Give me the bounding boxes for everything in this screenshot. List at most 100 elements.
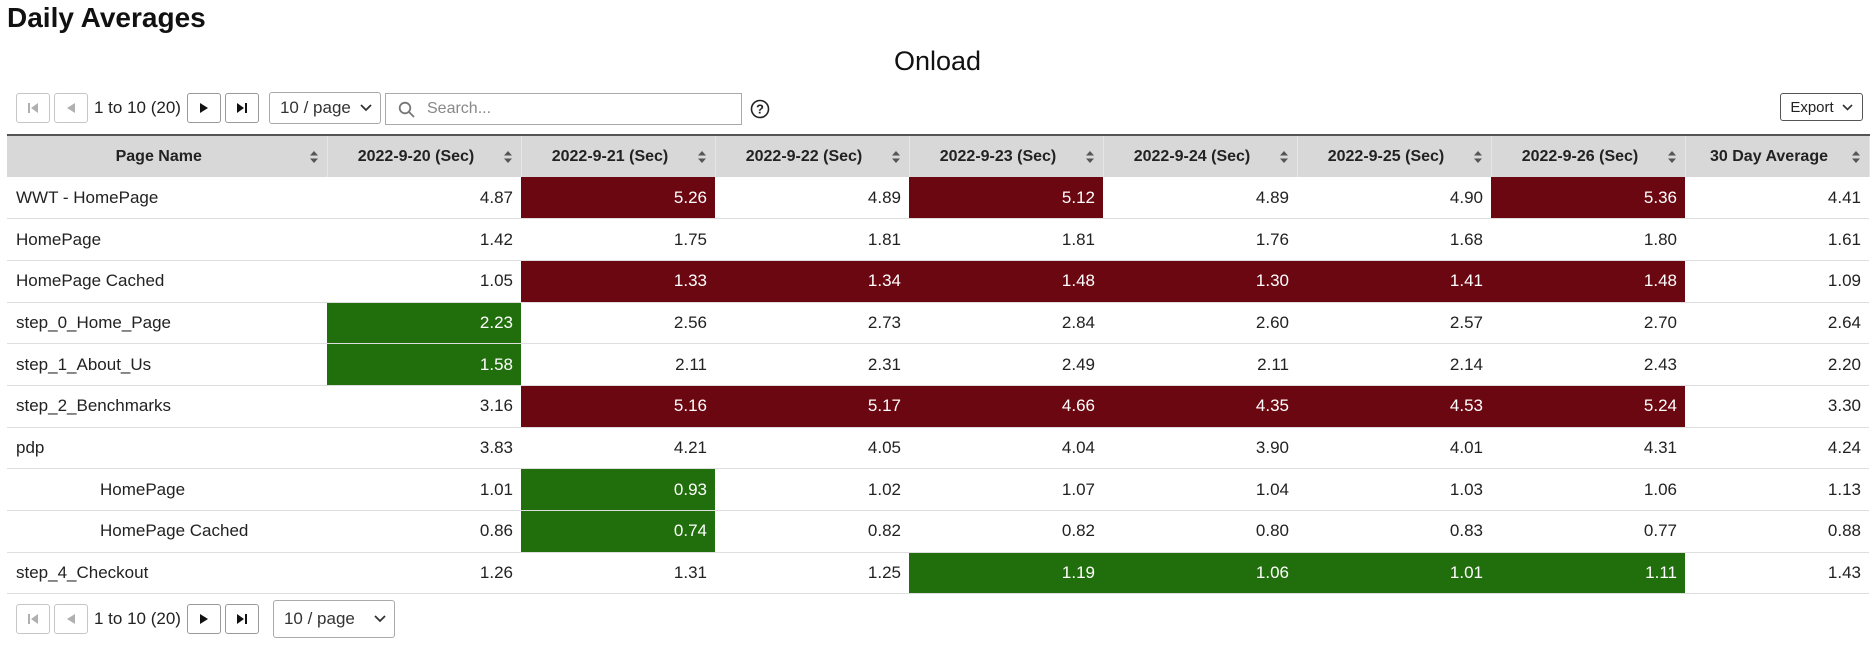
value-cell: 1.02 bbox=[715, 468, 909, 511]
value-cell: 4.53 bbox=[1297, 385, 1491, 428]
table-row: HomePage 1.01 0.93 1.02 1.07 1.04 1.03 1.06 1.13 bbox=[7, 468, 1869, 511]
sort-icon[interactable] bbox=[309, 150, 318, 163]
value-cell: 0.86 bbox=[327, 510, 521, 553]
value-cell: 1.31 bbox=[521, 552, 715, 595]
column-header[interactable]: 2022-9-25 (Sec) bbox=[1297, 134, 1492, 177]
value-cell: 2.70 bbox=[1491, 302, 1685, 345]
search-box bbox=[385, 93, 742, 125]
value-cell: 3.90 bbox=[1103, 427, 1297, 470]
value-cell: 0.80 bbox=[1103, 510, 1297, 553]
value-cell: 0.82 bbox=[909, 510, 1103, 553]
next-page-button[interactable] bbox=[186, 93, 221, 123]
column-header[interactable]: Page Name bbox=[7, 134, 328, 177]
sort-icon[interactable] bbox=[891, 150, 900, 163]
value-cell: 5.12 bbox=[909, 177, 1103, 220]
average-cell: 0.88 bbox=[1685, 510, 1869, 553]
value-cell: 1.26 bbox=[327, 552, 521, 595]
data-table: Page Name 2022-9-20 (Sec) 2022-9-21 (Sec… bbox=[7, 134, 1870, 595]
value-cell: 2.57 bbox=[1297, 302, 1491, 345]
last-page-button[interactable] bbox=[224, 604, 259, 634]
per-page-select[interactable]: 10 / page bbox=[268, 92, 381, 124]
value-cell: 4.21 bbox=[521, 427, 715, 470]
value-cell: 1.41 bbox=[1297, 260, 1491, 303]
value-cell: 4.89 bbox=[1103, 177, 1297, 220]
page-name-cell: step_0_Home_Page bbox=[7, 302, 327, 345]
column-header[interactable]: 2022-9-22 (Sec) bbox=[715, 134, 910, 177]
sort-icon[interactable] bbox=[1667, 150, 1676, 163]
prev-page-icon bbox=[67, 103, 75, 113]
column-header-label: 2022-9-22 (Sec) bbox=[745, 147, 863, 165]
average-cell: 4.24 bbox=[1685, 427, 1869, 470]
value-cell: 1.04 bbox=[1103, 468, 1297, 511]
column-header[interactable]: 2022-9-24 (Sec) bbox=[1103, 134, 1298, 177]
value-cell: 1.30 bbox=[1103, 260, 1297, 303]
table-row: WWT - HomePage 4.87 5.26 4.89 5.12 4.89 4.90 5.… bbox=[7, 177, 1869, 220]
next-page-icon bbox=[199, 103, 208, 113]
value-cell: 2.23 bbox=[327, 302, 521, 345]
page-name-cell: HomePage Cached bbox=[7, 260, 327, 303]
column-header[interactable]: 2022-9-20 (Sec) bbox=[327, 134, 522, 177]
column-header-label: 2022-9-24 (Sec) bbox=[1133, 147, 1251, 165]
last-page-button[interactable] bbox=[224, 93, 259, 123]
value-cell: 0.77 bbox=[1491, 510, 1685, 553]
page-name-cell: step_1_About_Us bbox=[7, 343, 327, 386]
column-header-label: 2022-9-21 (Sec) bbox=[551, 147, 669, 165]
prev-page-button[interactable] bbox=[54, 604, 88, 634]
value-cell: 4.31 bbox=[1491, 427, 1685, 470]
sort-icon[interactable] bbox=[1851, 150, 1860, 163]
next-page-button[interactable] bbox=[186, 604, 221, 634]
page-name-cell: pdp bbox=[7, 427, 327, 470]
value-cell: 2.43 bbox=[1491, 343, 1685, 386]
column-header[interactable]: 2022-9-26 (Sec) bbox=[1491, 134, 1686, 177]
value-cell: 2.14 bbox=[1297, 343, 1491, 386]
average-cell: 2.20 bbox=[1685, 343, 1869, 386]
value-cell: 4.35 bbox=[1103, 385, 1297, 428]
value-cell: 0.93 bbox=[521, 468, 715, 511]
value-cell: 2.84 bbox=[909, 302, 1103, 345]
prev-page-button[interactable] bbox=[54, 93, 88, 123]
column-header-label: 2022-9-25 (Sec) bbox=[1327, 147, 1445, 165]
column-header[interactable]: 2022-9-23 (Sec) bbox=[909, 134, 1104, 177]
table-row: pdp 3.83 4.21 4.05 4.04 3.90 4.01 4.31 4.24 bbox=[7, 427, 1869, 470]
value-cell: 4.05 bbox=[715, 427, 909, 470]
sort-icon[interactable] bbox=[1085, 150, 1094, 163]
table-row: step_2_Benchmarks 3.16 5.16 5.17 4.66 4.35 4.5… bbox=[7, 385, 1869, 428]
page-name-cell: step_2_Benchmarks bbox=[7, 385, 327, 428]
column-header[interactable]: 30 Day Average bbox=[1685, 134, 1870, 177]
page-name-cell: HomePage bbox=[7, 218, 327, 261]
per-page-select[interactable]: 10 / page bbox=[272, 600, 395, 638]
export-button[interactable]: Export bbox=[1780, 93, 1863, 121]
average-cell: 1.09 bbox=[1685, 260, 1869, 303]
table-row: HomePage Cached 1.05 1.33 1.34 1.48 1.30 1.41 1… bbox=[7, 260, 1869, 303]
column-header[interactable]: 2022-9-21 (Sec) bbox=[521, 134, 716, 177]
value-cell: 4.89 bbox=[715, 177, 909, 220]
sort-icon[interactable] bbox=[1473, 150, 1482, 163]
chevron-down-icon bbox=[1842, 103, 1853, 111]
help-icon[interactable]: ? bbox=[750, 99, 770, 119]
column-header-label: 2022-9-23 (Sec) bbox=[939, 147, 1057, 165]
svg-text:?: ? bbox=[756, 102, 764, 117]
page-name-cell: HomePage bbox=[7, 468, 327, 511]
first-page-button[interactable] bbox=[16, 93, 50, 123]
value-cell: 2.11 bbox=[521, 343, 715, 386]
value-cell: 1.48 bbox=[909, 260, 1103, 303]
export-label: Export bbox=[1790, 98, 1834, 116]
value-cell: 3.16 bbox=[327, 385, 521, 428]
search-input[interactable] bbox=[425, 99, 729, 119]
value-cell: 1.42 bbox=[327, 218, 521, 261]
value-cell: 4.90 bbox=[1297, 177, 1491, 220]
first-page-button[interactable] bbox=[16, 604, 50, 634]
value-cell: 5.17 bbox=[715, 385, 909, 428]
sort-icon[interactable] bbox=[697, 150, 706, 163]
value-cell: 2.31 bbox=[715, 343, 909, 386]
value-cell: 4.01 bbox=[1297, 427, 1491, 470]
sort-icon[interactable] bbox=[1279, 150, 1288, 163]
sort-icon[interactable] bbox=[503, 150, 512, 163]
average-cell: 4.41 bbox=[1685, 177, 1869, 220]
value-cell: 5.36 bbox=[1491, 177, 1685, 220]
table-body: WWT - HomePage 4.87 5.26 4.89 5.12 4.89 4.90 5.… bbox=[7, 177, 1869, 595]
value-cell: 1.06 bbox=[1491, 468, 1685, 511]
chart-title: Onload bbox=[893, 46, 982, 76]
average-cell: 1.43 bbox=[1685, 552, 1869, 595]
page-name-cell: WWT - HomePage bbox=[7, 177, 327, 220]
